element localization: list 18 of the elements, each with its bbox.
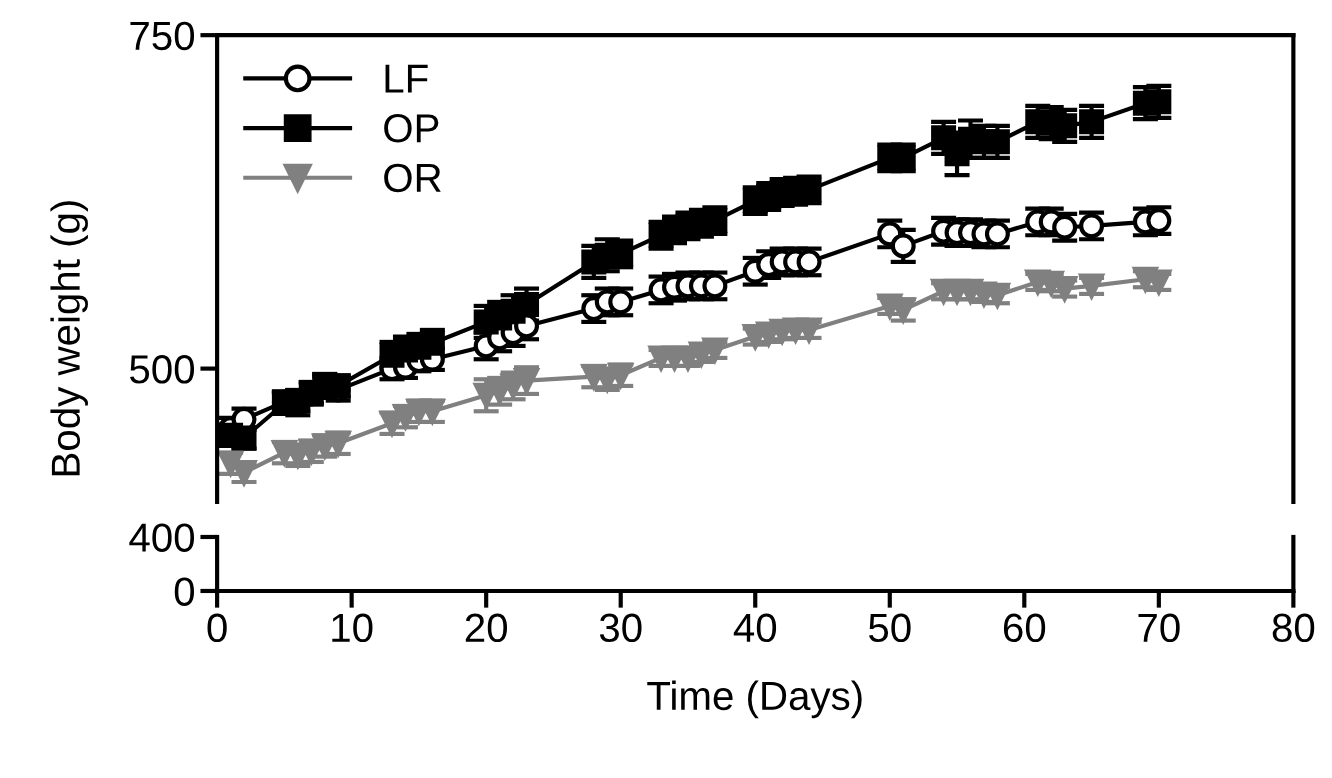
x-tick-label: 30 — [599, 613, 642, 643]
y-tick-label: 0 — [174, 577, 195, 606]
x-tick-label: 60 — [1003, 613, 1046, 643]
legend-label: LF — [385, 64, 428, 93]
x-tick-label: 40 — [733, 613, 777, 643]
x-tick-label: 20 — [465, 613, 508, 643]
legend-label: OR — [384, 163, 441, 193]
x-tick-label: 80 — [1272, 613, 1315, 643]
y-tick-label: 750 — [130, 21, 195, 51]
y-axis-title: Body weight (g) — [50, 201, 88, 476]
legend-label: OP — [384, 114, 439, 143]
x-tick-label: 70 — [1138, 613, 1180, 643]
y-tick-label: 500 — [130, 355, 195, 384]
x-tick-label: 10 — [332, 613, 373, 643]
x-axis-title: Time (Days) — [647, 680, 862, 719]
y-tick-label: 400 — [129, 523, 195, 552]
x-tick-label: 50 — [868, 613, 911, 643]
x-tick-label: 0 — [207, 613, 227, 643]
